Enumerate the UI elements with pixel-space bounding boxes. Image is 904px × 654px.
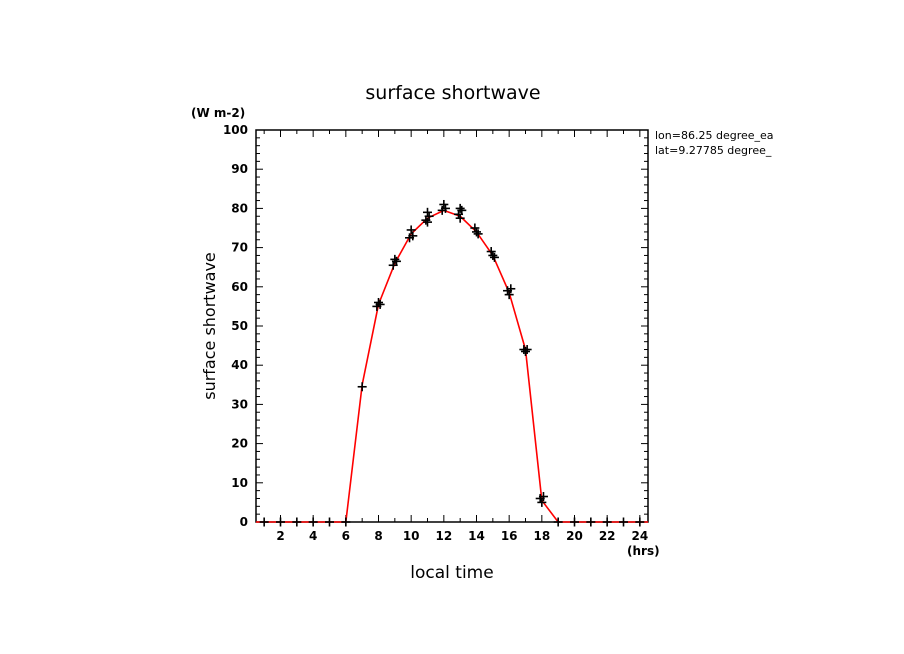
data-point-marker	[553, 517, 563, 527]
x-tick-label: 6	[342, 529, 350, 543]
data-point-marker	[635, 517, 645, 527]
data-point-marker	[504, 290, 514, 300]
y-tick-label: 20	[231, 437, 248, 451]
y-tick-label: 50	[231, 319, 248, 333]
x-tick-label: 18	[533, 529, 550, 543]
series-layer	[256, 209, 648, 523]
data-point-marker	[440, 203, 450, 213]
data-point-marker	[357, 382, 367, 392]
x-tick-label: 14	[468, 529, 485, 543]
data-point-marker	[292, 517, 302, 527]
data-point-marker	[406, 225, 416, 235]
y-tick-label: 40	[231, 358, 248, 372]
data-point-marker	[276, 517, 285, 527]
data-point-marker	[488, 250, 498, 260]
x-tick-label: 8	[374, 529, 382, 543]
axis-ticks-layer	[256, 129, 648, 523]
data-point-marker	[486, 247, 496, 257]
data-point-marker	[375, 299, 385, 309]
data-point-marker	[341, 517, 351, 527]
data-point-marker	[489, 252, 499, 262]
y-tick-label: 90	[231, 162, 248, 176]
data-point-marker	[408, 231, 418, 241]
data-point-marker	[472, 227, 481, 237]
data-point-marker	[570, 517, 579, 527]
data-point-marker	[457, 205, 467, 215]
x-axis-label: local time	[410, 563, 493, 583]
data-point-marker	[424, 211, 434, 221]
data-point-marker	[423, 207, 432, 217]
x-tick-label: 2	[276, 529, 284, 543]
x-tick-labels: 2 4 6 8 10 12 14 16 18 20 22 24	[276, 529, 648, 543]
data-point-marker	[374, 297, 383, 307]
data-point-marker	[521, 346, 530, 356]
y-tick-label: 70	[231, 241, 248, 255]
data-point-marker	[325, 517, 334, 527]
y-tick-labels: 0 10 20 30 40 50 60 70 80 90 100	[223, 123, 248, 529]
annotation-lat: lat=9.27785 degree_	[655, 144, 772, 157]
y-tick-label: 80	[231, 201, 248, 215]
data-point-marker	[619, 517, 628, 527]
data-point-marker	[522, 345, 532, 355]
chart-title: surface shortwave	[365, 82, 540, 104]
data-point-marker	[470, 223, 480, 233]
x-tick-label: 20	[566, 529, 583, 543]
data-point-marker	[537, 497, 547, 507]
data-point-marker	[586, 517, 596, 527]
y-tick-label: 10	[231, 476, 248, 490]
data-point-marker	[473, 229, 483, 239]
marker-layer	[259, 199, 645, 527]
data-point-marker	[390, 254, 400, 264]
plot-frame	[255, 129, 649, 523]
data-point-marker	[259, 517, 269, 527]
y-axis-label: surface shortwave	[200, 252, 219, 400]
y-tick-label: 30	[231, 397, 248, 411]
data-point-marker	[439, 199, 449, 209]
data-point-marker	[538, 492, 548, 502]
data-point-marker	[455, 203, 465, 213]
annotation-lon: lon=86.25 degree_ea	[655, 129, 774, 142]
x-tick-label: 12	[435, 529, 452, 543]
data-point-marker	[455, 213, 465, 223]
x-tick-label: 24	[631, 529, 648, 543]
y-tick-label: 60	[231, 280, 248, 294]
data-point-marker	[506, 284, 516, 294]
y-tick-label: 0	[240, 515, 248, 529]
y-unit-label: (W m-2)	[191, 106, 245, 120]
x-tick-label: 22	[599, 529, 616, 543]
data-point-marker	[602, 517, 612, 527]
data-point-marker	[391, 256, 401, 266]
data-point-marker	[308, 517, 318, 527]
data-point-marker	[423, 217, 432, 227]
x-tick-label: 4	[309, 529, 317, 543]
x-unit-label: (hrs)	[627, 544, 660, 558]
x-tick-label: 10	[403, 529, 420, 543]
x-tick-label: 16	[501, 529, 518, 543]
y-tick-label: 100	[223, 123, 248, 137]
series-line	[256, 209, 648, 523]
